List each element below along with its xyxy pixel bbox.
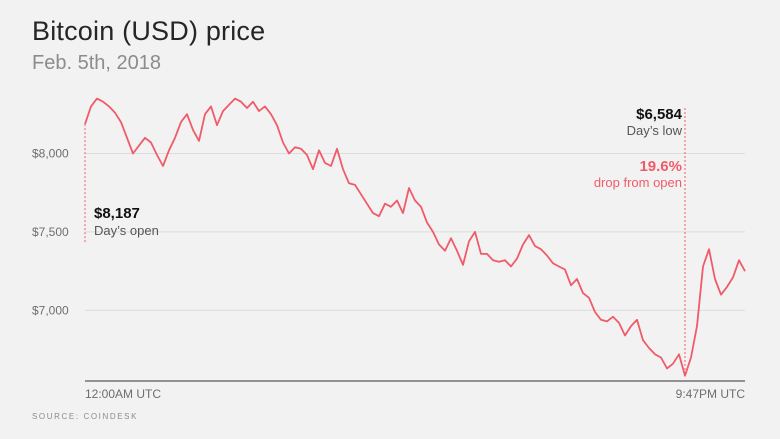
open-price-label: Day’s open <box>94 223 159 238</box>
y-tick-label: $8,000 <box>32 146 69 160</box>
y-axis-tick-labels: $7,000 $7,500 $8,000 <box>32 146 69 317</box>
drop-percent-value: 19.6% <box>639 158 682 175</box>
drop-percent-label: drop from open <box>594 175 682 190</box>
chart-title: Bitcoin (USD) price <box>32 16 266 46</box>
y-tick-label: $7,500 <box>32 225 69 239</box>
price-series-line <box>84 97 746 377</box>
chart-subtitle: Feb. 5th, 2018 <box>32 52 161 74</box>
source-note: SOURCE: COINDESK <box>32 412 139 421</box>
x-axis-label-end: 9:47PM UTC <box>676 387 746 401</box>
gridlines <box>85 152 745 311</box>
open-price-value: $8,187 <box>94 205 140 222</box>
low-price-value: $6,584 <box>636 106 683 123</box>
low-price-label: Day’s low <box>627 123 683 138</box>
y-tick-label: $7,000 <box>32 303 69 317</box>
annotation-guides <box>84 108 686 376</box>
x-axis-label-start: 12:00AM UTC <box>85 387 161 401</box>
